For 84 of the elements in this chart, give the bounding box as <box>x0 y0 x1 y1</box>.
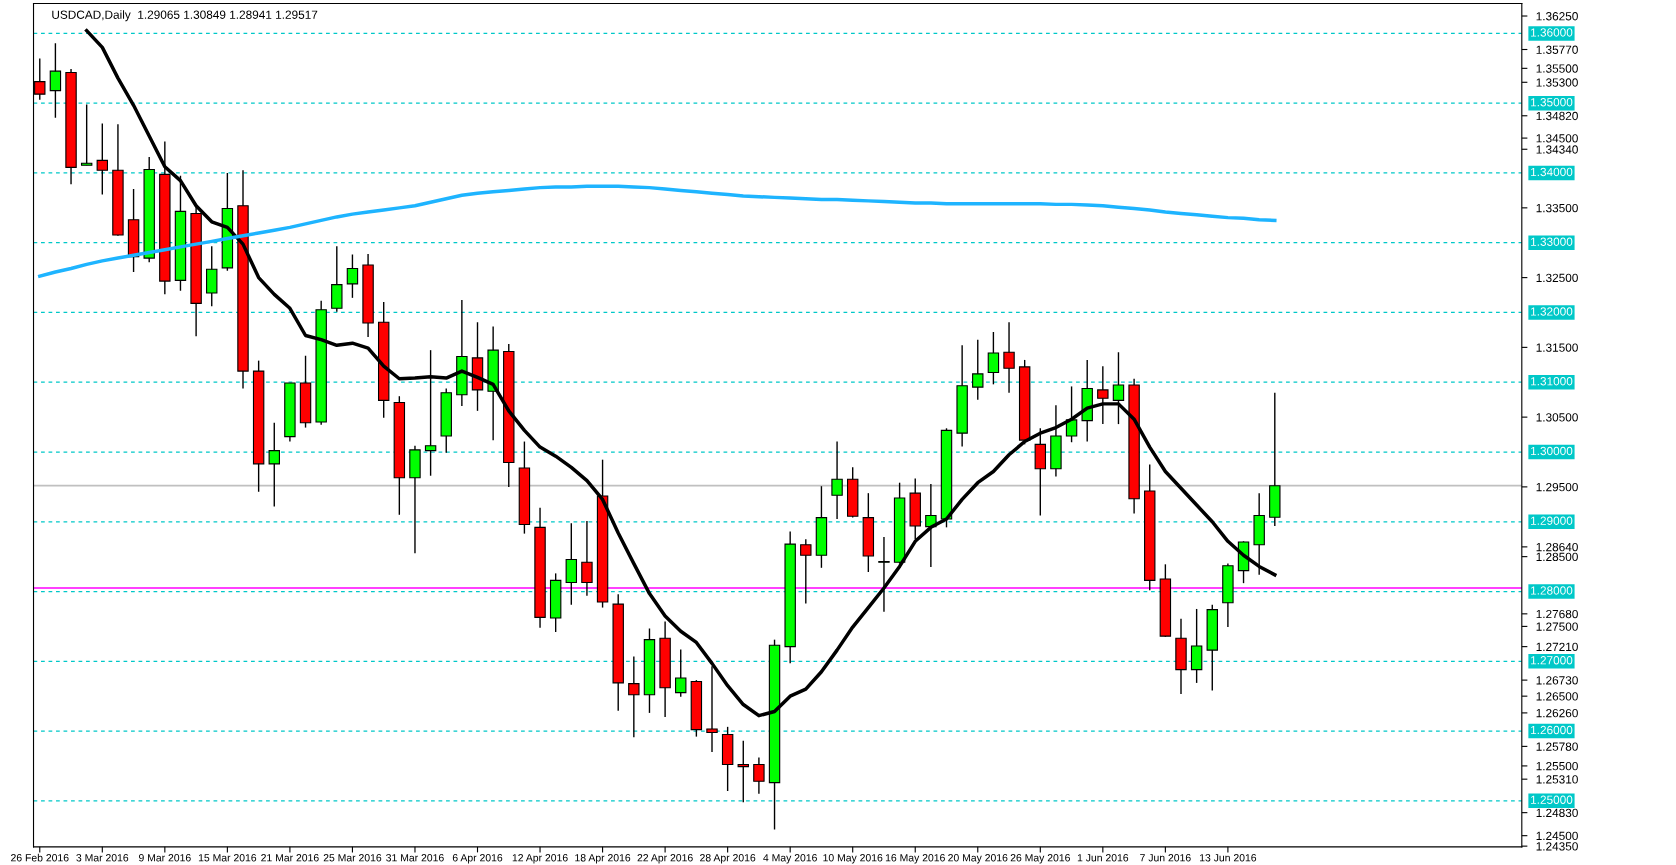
x-tick-label: 25 Mar 2016 <box>323 854 382 862</box>
x-tick-label: 7 Jun 2016 <box>1140 854 1191 862</box>
x-tick-label: 6 Apr 2016 <box>452 854 503 864</box>
y-tick-label: 1.31500 <box>1536 343 1578 352</box>
candlestick <box>581 520 593 597</box>
y-tick-label: 1.25780 <box>1536 742 1578 751</box>
candlestick <box>346 253 359 299</box>
candlestick <box>331 245 343 313</box>
candlestick <box>831 440 843 520</box>
candlestick <box>268 422 280 508</box>
candlestick <box>737 740 749 803</box>
y-tick-label: 1.27680 <box>1536 609 1578 619</box>
y-tick-label: 1.24830 <box>1536 808 1578 818</box>
candlestick <box>96 122 109 196</box>
candlestick <box>1003 321 1015 394</box>
x-tick-label: 15 Mar 2016 <box>198 854 257 862</box>
ref-line-label: 1.28000 <box>1531 586 1573 595</box>
candlestick <box>800 538 812 605</box>
y-tick-label: 1.27500 <box>1536 622 1578 631</box>
y-tick-label: 1.26500 <box>1536 692 1578 701</box>
candlestick <box>565 522 578 606</box>
x-tick-label: 26 Feb 2016 <box>11 853 69 862</box>
y-tick-label: 1.28640 <box>1536 542 1578 552</box>
candlestick <box>675 648 687 698</box>
y-tick-label: 1.28500 <box>1536 552 1578 562</box>
candlestick <box>987 331 1000 386</box>
ref-line-label: 1.33000 <box>1531 237 1573 246</box>
y-tick-label: 1.35500 <box>1536 64 1578 73</box>
x-tick-label: 18 Apr 2016 <box>575 854 631 864</box>
candlestick <box>424 349 437 477</box>
x-tick-label: 1 Jun 2016 <box>1077 854 1129 862</box>
candlestick <box>206 245 218 307</box>
x-tick-label: 4 May 2016 <box>763 854 817 864</box>
x-tick-label: 12 Apr 2016 <box>512 854 568 864</box>
y-tick-label: 1.35300 <box>1536 78 1578 87</box>
candlestick <box>753 756 765 795</box>
y-tick-label: 1.25500 <box>1536 761 1578 771</box>
ref-line-label: 1.34000 <box>1531 167 1573 177</box>
ref-line-label: 1.35000 <box>1531 98 1573 107</box>
y-tick-label: 1.27210 <box>1536 642 1578 652</box>
text: USDCAD,Daily 1.29065 1.30849 1.28941 1.29517 <box>52 10 318 22</box>
y-tick-label: 1.29500 <box>1536 482 1578 492</box>
y-tick-label: 1.34820 <box>1536 111 1578 121</box>
candlestick <box>1097 365 1109 425</box>
line-series <box>38 184 1277 278</box>
y-tick-label: 1.34500 <box>1536 134 1578 143</box>
candlestick <box>49 42 62 119</box>
y-tick-label: 1.26730 <box>1536 676 1578 685</box>
ref-line-label: 1.25000 <box>1531 795 1573 804</box>
ref-line-label: 1.27000 <box>1531 656 1573 665</box>
candlestick <box>878 536 890 613</box>
y-tick-label: 1.25310 <box>1536 775 1578 784</box>
x-tick-label: 20 May 2016 <box>948 854 1008 864</box>
ref-line-label: 1.26000 <box>1531 725 1573 735</box>
x-tick-label: 21 Mar 2016 <box>261 854 319 862</box>
y-tick-label: 1.24500 <box>1536 831 1578 841</box>
candlestick <box>1065 385 1078 443</box>
ref-line-label: 1.29000 <box>1531 516 1573 525</box>
x-tick-label: 26 May 2016 <box>1010 854 1070 864</box>
candlestick <box>1190 608 1203 684</box>
y-tick-label: 1.30500 <box>1536 413 1578 422</box>
x-tick-label: 3 Mar 2016 <box>76 854 129 862</box>
candlestick <box>80 103 93 166</box>
y-tick-label: 1.32500 <box>1536 273 1578 282</box>
candlestick <box>628 655 640 739</box>
x-tick-label: 28 Apr 2016 <box>700 854 756 864</box>
y-tick-label: 1.35770 <box>1536 45 1578 54</box>
x-tick-label: 13 Jun 2016 <box>1200 854 1257 862</box>
y-tick-label: 1.26260 <box>1536 708 1578 718</box>
x-tick-label: 16 May 2016 <box>885 854 945 864</box>
x-tick-label: 31 Mar 2016 <box>386 854 444 862</box>
y-tick-label: 1.34340 <box>1536 145 1578 154</box>
y-tick-label: 1.33500 <box>1536 203 1578 213</box>
ref-line-label: 1.31000 <box>1531 377 1573 386</box>
candlestick <box>1112 351 1125 425</box>
x-tick-label: 10 May 2016 <box>823 854 883 864</box>
ref-line-label: 1.30000 <box>1531 446 1573 456</box>
ref-line-label: 1.32000 <box>1531 307 1573 316</box>
candlestick <box>972 338 984 401</box>
ref-line-label: 1.36000 <box>1531 28 1573 37</box>
x-tick-label: 22 Apr 2016 <box>637 854 693 864</box>
x-tick-label: 9 Mar 2016 <box>138 854 191 862</box>
y-tick-label: 1.36250 <box>1536 12 1578 21</box>
y-tick-label: 1.24350 <box>1536 842 1578 851</box>
